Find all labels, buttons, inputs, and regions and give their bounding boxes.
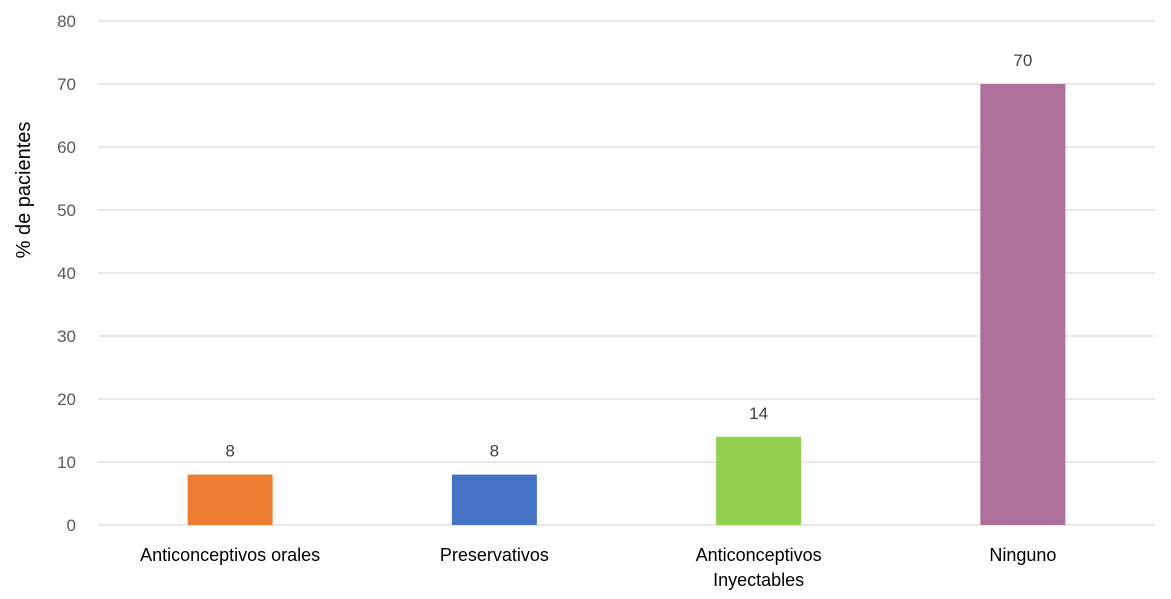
data-label: 8: [225, 442, 234, 461]
y-tick-label: 80: [57, 12, 76, 31]
y-tick-label: 10: [57, 453, 76, 472]
y-tick-label: 0: [67, 516, 76, 535]
gridlines: [98, 20, 1155, 526]
data-labels: 8 8 14 70: [225, 51, 1032, 461]
y-tick-label: 30: [57, 327, 76, 346]
y-axis-ticks: 0 10 20 30 40 50 60 70 80: [57, 12, 76, 535]
data-label: 8: [490, 442, 499, 461]
y-tick-label: 60: [57, 138, 76, 157]
x-category-label: Anticonceptivos orales: [140, 545, 320, 565]
bar: [451, 474, 537, 525]
x-category-label: Ninguno: [989, 545, 1056, 565]
data-label: 14: [749, 404, 768, 423]
y-tick-label: 70: [57, 75, 76, 94]
x-category-label: Anticonceptivos Inyectables: [696, 545, 822, 590]
y-tick-label: 40: [57, 264, 76, 283]
y-axis-title: % de pacientes: [13, 122, 35, 259]
bar: [980, 84, 1066, 525]
bar: [716, 436, 802, 525]
y-tick-label: 50: [57, 201, 76, 220]
y-tick-label: 20: [57, 390, 76, 409]
bars: [187, 84, 1066, 525]
x-category-label: Preservativos: [440, 545, 549, 565]
bar: [187, 474, 273, 525]
x-axis-categories: Anticonceptivos orales Preservativos Antic…: [140, 545, 1056, 590]
data-label: 70: [1013, 51, 1032, 70]
